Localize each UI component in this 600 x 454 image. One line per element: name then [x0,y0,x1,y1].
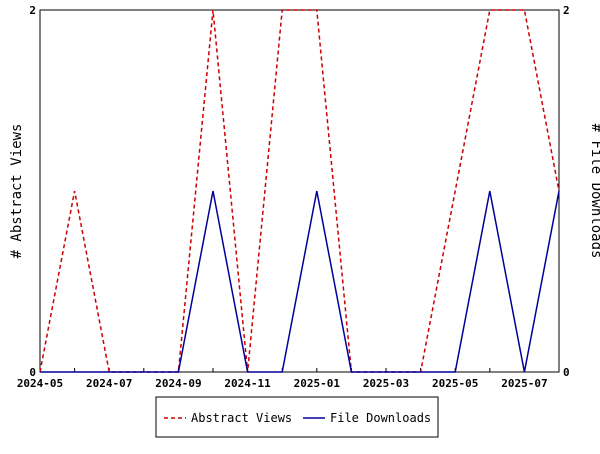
x-tick-label: 2025-05 [432,377,478,390]
plot-area [39,9,560,373]
y-tick-label-right: 0 [563,366,570,379]
legend-label-file-downloads: File Downloads [330,411,431,425]
y-axis-title-left: # Abstract Views [9,124,25,259]
x-tick-label: 2025-03 [363,377,409,390]
x-tick-label: 2024-09 [155,377,201,390]
series-layer [39,9,560,373]
x-tick-label: 2024-11 [224,377,271,390]
y-tick-label-left: 0 [29,366,36,379]
x-tick-label: 2024-05 [17,377,63,390]
x-tick-label: 2024-07 [86,377,132,390]
x-tick-label: 2025-07 [501,377,547,390]
legend: Abstract Views File Downloads [155,396,439,438]
y-axis-title-right: # File Downloads [588,124,600,259]
x-tick-label: 2025-01 [294,377,341,390]
legend-box [155,396,439,438]
legend-label-abstract-views: Abstract Views [191,411,292,425]
y-tick-label-left: 2 [29,4,36,17]
series-line-file-downloads [40,190,560,373]
y-tick-label-right: 2 [563,4,570,17]
